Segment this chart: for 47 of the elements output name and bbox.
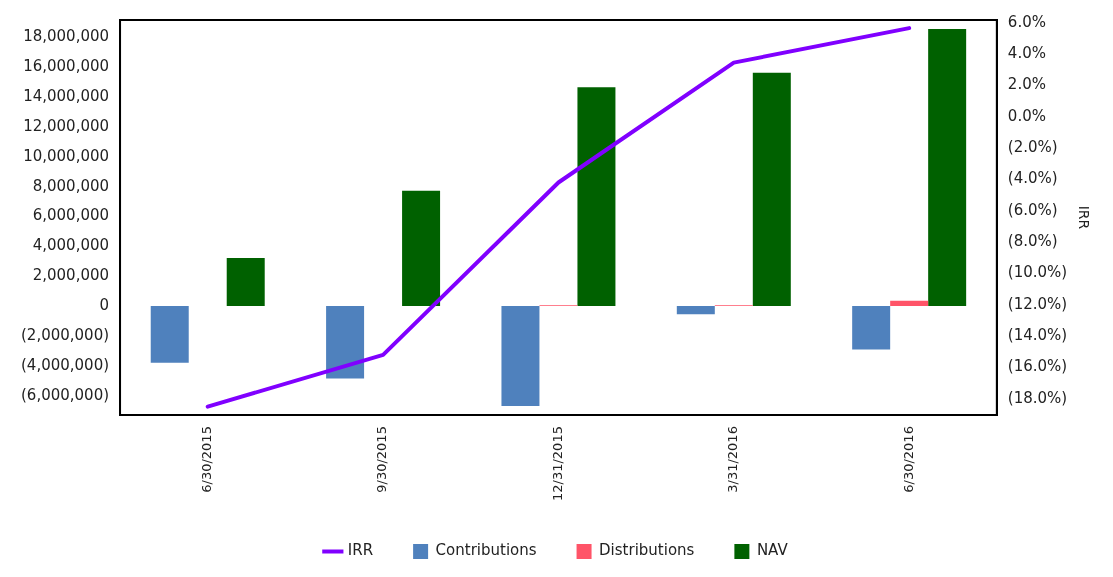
y2-axis-title: IRR: [1075, 205, 1092, 230]
bar: [326, 306, 365, 379]
y-tick-label: 10,000,000: [23, 146, 110, 165]
y2-tick-label: (4.0%): [1007, 169, 1058, 188]
y-tick-label: 0: [99, 295, 110, 314]
bar: [752, 72, 791, 307]
y2-tick-label: (8.0%): [1007, 231, 1058, 250]
x-tick-label: 6/30/2016: [900, 426, 916, 493]
y-tick-label: 4,000,000: [32, 236, 110, 255]
bar: [890, 300, 929, 307]
legend-label: IRR: [347, 541, 374, 560]
bar: [852, 306, 891, 350]
x-tick-label: 9/30/2015: [374, 426, 390, 493]
bar: [402, 190, 441, 307]
bar: [577, 87, 616, 307]
y2-tick-label: (6.0%): [1007, 200, 1058, 219]
y-tick-label: 6,000,000: [32, 206, 110, 225]
y-tick-label: (6,000,000): [21, 385, 110, 404]
y-tick-label: 16,000,000: [23, 57, 110, 76]
legend-label: Distributions: [599, 541, 695, 560]
bar: [226, 258, 265, 307]
y2-tick-label: 2.0%: [1007, 75, 1046, 94]
y2-tick-label: (14.0%): [1007, 325, 1068, 344]
x-tick-label: 12/31/2015: [549, 426, 565, 502]
y-tick-label: 8,000,000: [32, 176, 110, 195]
bar: [501, 306, 540, 407]
y-tick-label: (2,000,000): [21, 325, 110, 344]
bar: [928, 29, 967, 307]
y-tick-label: 12,000,000: [23, 116, 110, 135]
y2-tick-label: (18.0%): [1007, 388, 1068, 407]
legend-label: NAV: [756, 541, 789, 560]
x-tick-label: 3/31/2016: [725, 426, 741, 493]
y-tick-label: 14,000,000: [23, 86, 110, 105]
y2-tick-label: (16.0%): [1007, 357, 1068, 376]
y-tick-label: (4,000,000): [21, 355, 110, 374]
y2-tick-label: 0.0%: [1007, 106, 1046, 125]
y-tick-label: 2,000,000: [32, 266, 110, 285]
y2-tick-label: (10.0%): [1007, 263, 1068, 282]
x-tick-label: 6/30/2015: [199, 426, 215, 493]
y2-tick-label: (2.0%): [1007, 137, 1058, 156]
bar: [150, 306, 189, 363]
y2-tick-label: 6.0%: [1007, 12, 1046, 31]
y2-tick-label: 4.0%: [1007, 43, 1046, 62]
y2-tick-label: (12.0%): [1007, 294, 1068, 313]
legend-label: Contributions: [435, 541, 537, 560]
bar: [676, 306, 715, 315]
y-tick-label: 18,000,000: [23, 27, 110, 46]
